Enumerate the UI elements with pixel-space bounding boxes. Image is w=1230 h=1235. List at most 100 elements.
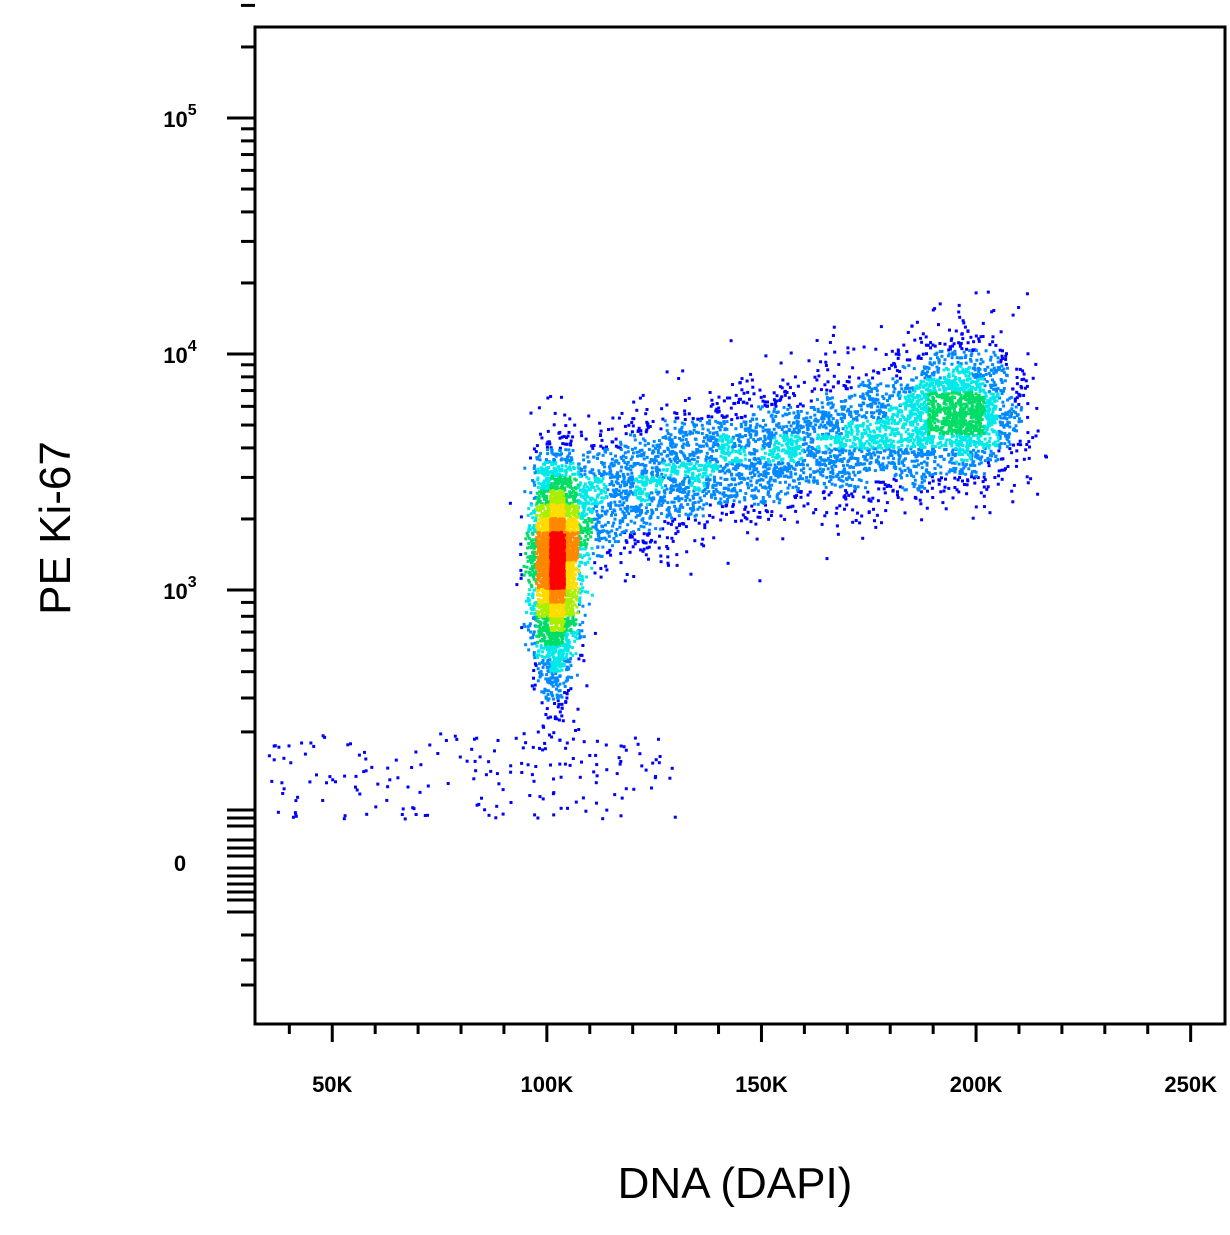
event-point: [925, 352, 928, 356]
event-point: [645, 510, 649, 513]
event-point: [934, 379, 938, 383]
event-point: [631, 484, 634, 488]
event-point: [680, 425, 684, 429]
event-point: [588, 488, 592, 492]
event-point: [999, 389, 1003, 393]
event-point: [978, 375, 982, 379]
event-point: [984, 401, 988, 405]
event-point: [946, 368, 950, 372]
event-point: [883, 491, 887, 495]
event-point: [911, 429, 915, 433]
event-point: [881, 480, 885, 484]
event-point: [774, 414, 778, 418]
event-point: [703, 526, 707, 530]
event-point: [328, 775, 332, 779]
event-point: [908, 398, 912, 402]
event-point: [487, 813, 491, 817]
event-point: [533, 641, 537, 645]
event-point: [654, 527, 658, 531]
event-point: [655, 473, 659, 477]
event-point: [635, 509, 639, 513]
event-point: [831, 385, 835, 389]
event-point: [907, 364, 911, 368]
event-point: [862, 428, 866, 432]
event-point: [967, 370, 971, 374]
event-point: [556, 465, 560, 469]
event-point: [883, 439, 887, 443]
event-point: [1004, 357, 1008, 361]
event-point: [976, 436, 980, 440]
event-point: [576, 465, 580, 469]
event-point: [412, 807, 416, 811]
event-point: [979, 357, 983, 361]
event-point: [937, 482, 941, 486]
event-point: [720, 449, 724, 453]
event-point: [374, 805, 378, 809]
event-point: [548, 442, 552, 446]
event-point: [768, 479, 772, 483]
event-point: [687, 412, 691, 416]
event-point: [639, 524, 643, 528]
event-point: [783, 412, 787, 416]
event-point: [693, 514, 697, 518]
event-point: [1000, 477, 1004, 481]
event-point: [855, 446, 859, 450]
event-point: [987, 432, 991, 436]
event-point: [714, 457, 718, 461]
event-point: [860, 514, 864, 518]
event-point: [919, 357, 923, 360]
event-point: [1003, 379, 1007, 383]
event-point: [614, 513, 617, 517]
event-point: [554, 461, 558, 465]
event-point: [903, 417, 907, 421]
event-point: [884, 353, 888, 356]
event-point: [1006, 398, 1010, 402]
event-point: [544, 713, 548, 716]
event-point: [673, 497, 677, 500]
event-point: [603, 523, 607, 527]
event-point: [684, 525, 688, 529]
event-point: [600, 529, 604, 533]
event-point: [861, 380, 865, 384]
event-point: [495, 772, 499, 776]
event-point: [554, 454, 558, 458]
event-point: [558, 473, 562, 477]
event-point: [762, 465, 766, 469]
event-point: [622, 475, 626, 479]
event-point: [824, 410, 828, 414]
event-point: [1006, 465, 1010, 468]
event-point: [931, 439, 935, 443]
event-point: [754, 433, 758, 437]
event-point: [465, 759, 469, 763]
event-point: [648, 479, 652, 483]
event-point: [987, 458, 991, 462]
event-point: [688, 462, 692, 466]
event-point: [582, 635, 586, 639]
event-point: [982, 390, 986, 394]
event-point: [920, 371, 924, 375]
event-point: [967, 374, 971, 378]
event-point: [608, 507, 612, 511]
event-point: [915, 399, 919, 403]
event-point: [594, 781, 598, 785]
event-point: [983, 411, 987, 415]
event-point: [931, 381, 934, 385]
event-point: [603, 510, 607, 514]
event-point: [775, 423, 779, 427]
event-point: [315, 773, 318, 777]
event-point: [601, 462, 605, 466]
event-point: [845, 482, 849, 486]
event-point: [805, 431, 809, 435]
event-point: [972, 440, 976, 443]
event-point: [845, 380, 849, 383]
event-point: [819, 437, 823, 440]
event-point: [869, 390, 873, 394]
event-point: [1007, 432, 1011, 436]
event-point: [814, 508, 818, 511]
event-point: [1003, 416, 1007, 420]
event-point: [792, 411, 796, 415]
event-point: [556, 452, 560, 456]
event-point: [483, 808, 487, 812]
